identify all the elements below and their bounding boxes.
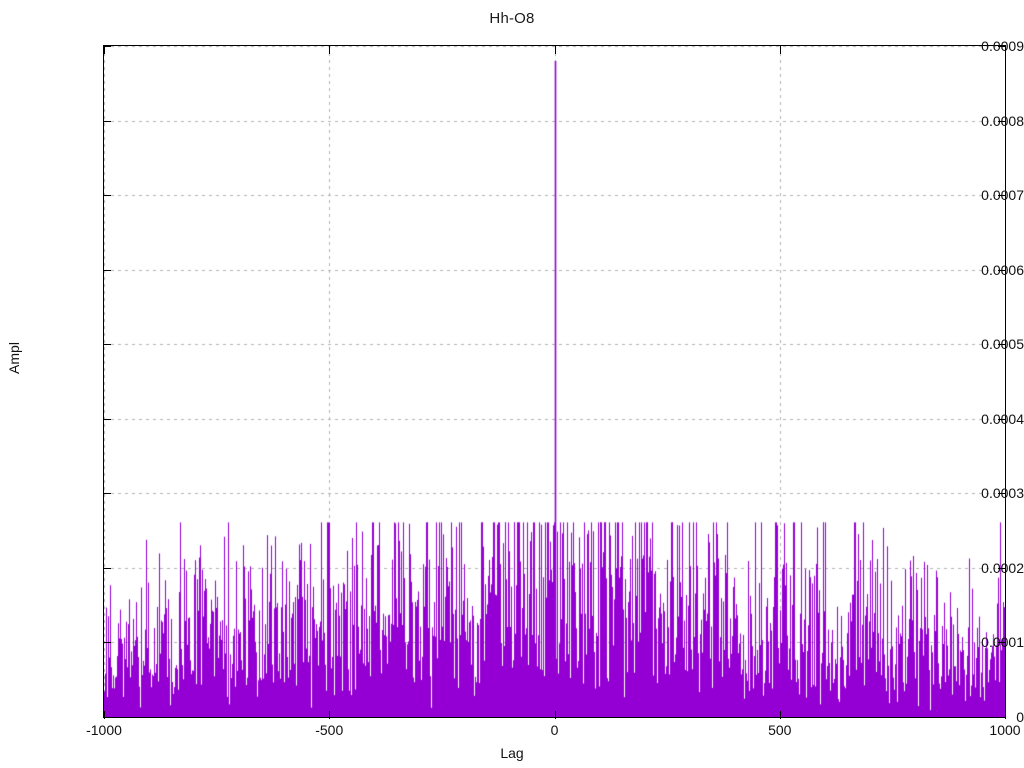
y-tick-mark-right xyxy=(998,493,1006,495)
y-tick-mark-right xyxy=(998,567,1006,569)
y-tick-label: 0.0004 xyxy=(981,410,1024,427)
y-tick-mark xyxy=(103,717,111,718)
y-tick-label: 0.0002 xyxy=(981,559,1024,576)
y-tick-mark-right xyxy=(998,269,1006,271)
y-tick-label: 0.0007 xyxy=(981,187,1024,204)
y-tick-label: 0.0009 xyxy=(981,38,1024,54)
plot-area xyxy=(103,45,1006,718)
x-tick-mark xyxy=(1005,711,1006,719)
y-tick-mark xyxy=(103,344,111,346)
plot-canvas-wrapper xyxy=(104,46,1005,717)
x-tick-mark-top xyxy=(1005,46,1006,54)
y-tick-mark-right xyxy=(998,344,1006,346)
impulse-plot-canvas xyxy=(104,46,1005,717)
y-tick-mark xyxy=(103,567,111,569)
y-tick-mark xyxy=(103,418,111,420)
y-tick-label: 0.0001 xyxy=(981,634,1024,651)
y-tick-mark xyxy=(103,642,111,644)
y-tick-mark xyxy=(103,120,111,122)
x-tick-label: -1000 xyxy=(86,722,122,738)
x-tick-mark xyxy=(104,711,105,719)
x-tick-label: 1000 xyxy=(989,722,1021,738)
x-axis-title: Lag xyxy=(500,745,524,761)
y-tick-label: 0.0003 xyxy=(981,485,1024,502)
x-tick-mark-top xyxy=(104,46,105,54)
y-tick-mark-right xyxy=(998,418,1006,420)
y-axis-title: Ampl xyxy=(6,342,22,374)
x-tick-label: 0 xyxy=(550,722,559,738)
y-tick-label: 0.0008 xyxy=(981,112,1024,129)
y-tick-mark-right xyxy=(998,195,1006,197)
x-tick-mark-top xyxy=(554,46,556,54)
y-tick-mark-right xyxy=(998,120,1006,122)
y-tick-mark xyxy=(103,493,111,495)
x-tick-mark-top xyxy=(329,46,331,54)
y-tick-label: 0.0006 xyxy=(981,261,1024,278)
y-tick-mark xyxy=(103,46,111,47)
y-tick-mark-right xyxy=(998,642,1006,644)
x-tick-mark xyxy=(779,711,781,719)
y-tick-label: 0 xyxy=(1016,709,1024,725)
y-tick-mark xyxy=(103,195,111,197)
y-tick-mark xyxy=(103,269,111,271)
x-tick-mark xyxy=(554,711,556,719)
y-tick-mark-right xyxy=(998,46,1006,47)
x-tick-mark xyxy=(329,711,331,719)
x-tick-label: -500 xyxy=(315,722,344,738)
x-tick-label: 500 xyxy=(768,722,792,738)
x-tick-mark-top xyxy=(779,46,781,54)
chart-title: Hh-O8 xyxy=(489,10,535,27)
y-tick-label: 0.0005 xyxy=(981,336,1024,353)
y-tick-mark-right xyxy=(998,717,1006,718)
